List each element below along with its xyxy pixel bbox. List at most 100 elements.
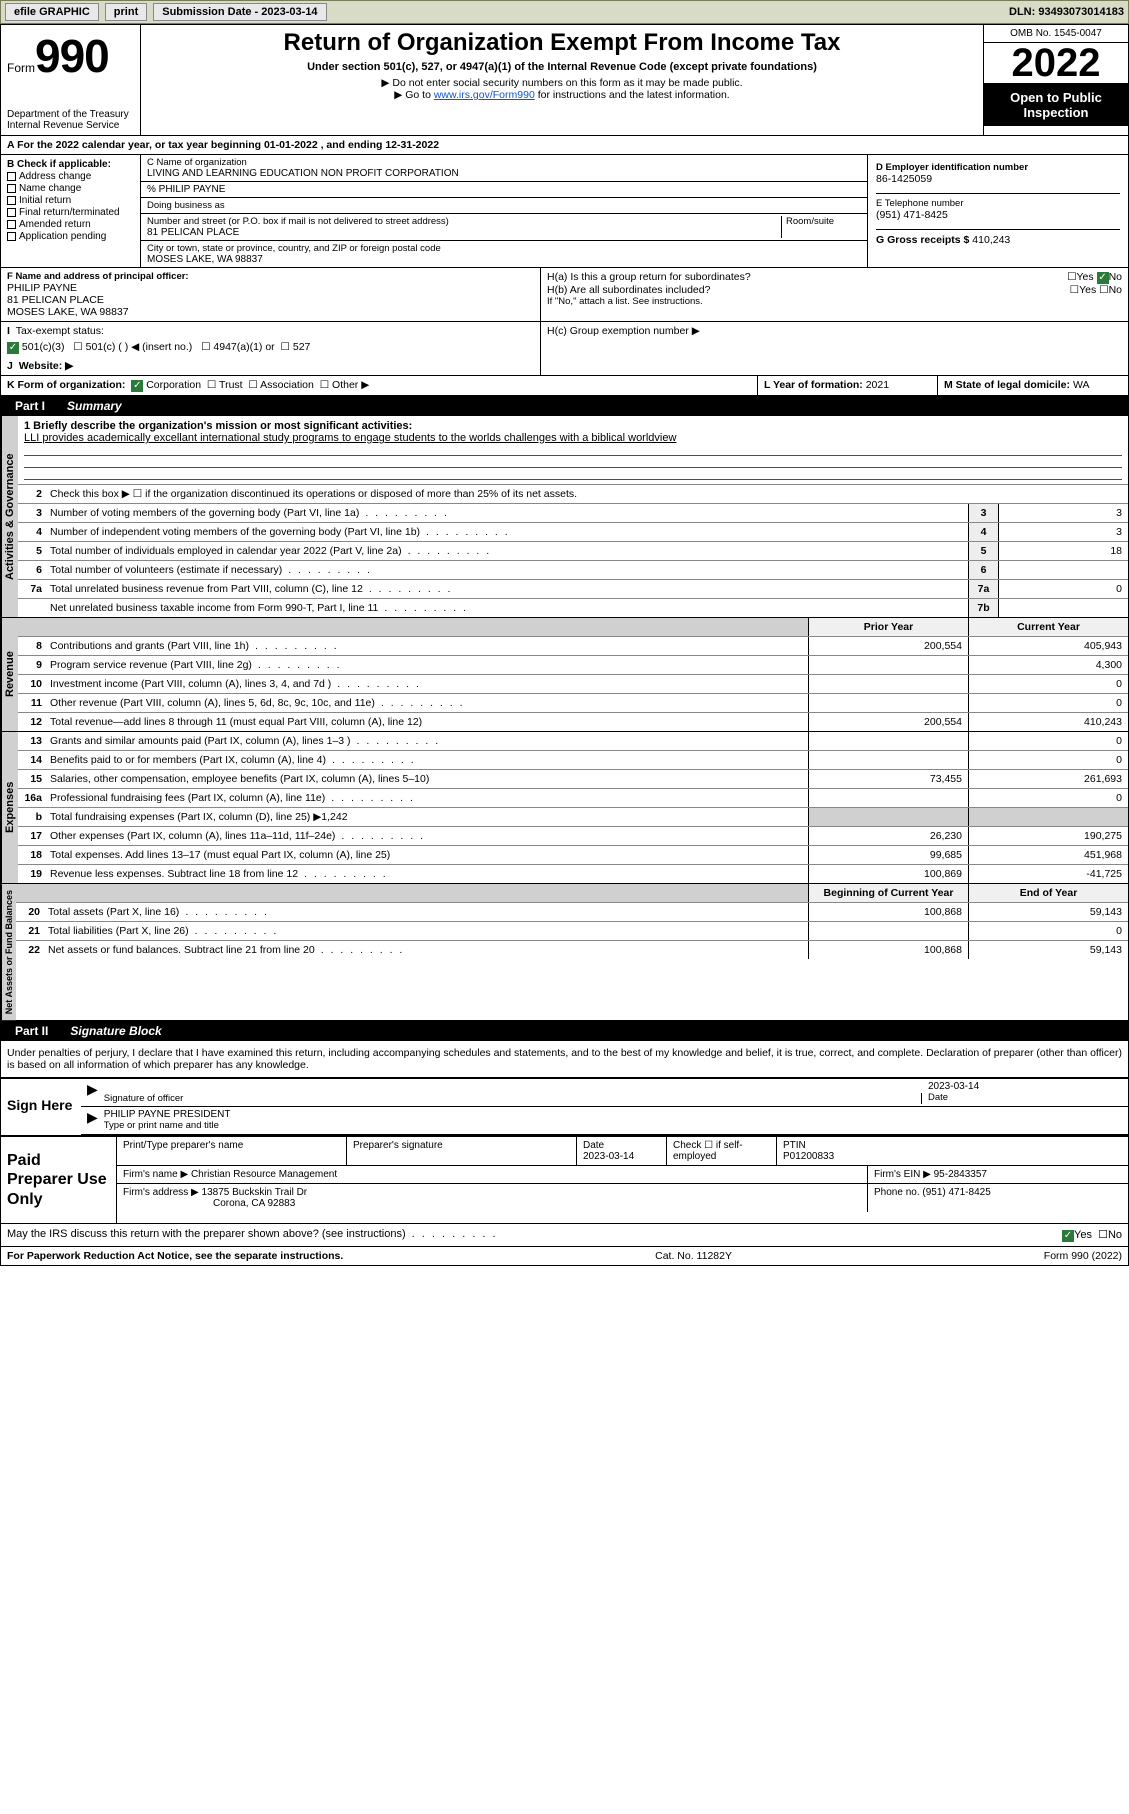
field-f-officer: F Name and address of principal officer:… <box>1 268 541 321</box>
ln16a-prior <box>808 789 968 807</box>
g-value: 410,243 <box>972 234 1010 246</box>
line-16a: 16a Professional fundraising fees (Part … <box>18 789 1128 808</box>
prep-hdr-row: Print/Type preparer's name Preparer's si… <box>117 1137 1128 1166</box>
chk-label: Application pending <box>19 231 106 242</box>
firm-phone-cell: Phone no. (951) 471-8425 <box>868 1184 1128 1212</box>
l1-label: 1 Briefly describe the organization's mi… <box>24 420 1122 432</box>
form-990-big: 990 <box>35 30 109 82</box>
print-button[interactable]: print <box>105 3 147 21</box>
chk-address-change[interactable]: Address change <box>7 171 134 182</box>
ln16b-curr <box>968 808 1128 826</box>
chk-application-pending[interactable]: Application pending <box>7 231 134 242</box>
f-name: PHILIP PAYNE <box>7 282 534 294</box>
note-ssn: ▶ Do not enter social security numbers o… <box>147 77 977 89</box>
field-dba: Doing business as <box>141 198 867 214</box>
vlabel-expenses: Expenses <box>1 732 18 883</box>
field-care-of: % PHILIP PAYNE <box>141 182 867 198</box>
opt-501c3: 501(c)(3) <box>22 341 65 353</box>
ln5-num: 5 <box>18 542 46 560</box>
dba-label: Doing business as <box>147 200 861 211</box>
ln3-num: 3 <box>18 504 46 522</box>
ln18-txt: Total expenses. Add lines 13–17 (must eq… <box>46 846 808 864</box>
h-c-label: H(c) Group exemption number ▶ <box>547 325 1122 337</box>
field-street: Number and street (or P.O. box if mail i… <box>141 214 867 241</box>
part-i-header: Part I Summary <box>1 396 1128 416</box>
checkbox-icon <box>7 196 16 205</box>
goto-post: for instructions and the latest informat… <box>535 89 730 101</box>
ln7a-val: 0 <box>998 580 1128 598</box>
may-discuss-row: May the IRS discuss this return with the… <box>1 1223 1128 1246</box>
paid-preparer-label: Paid Preparer Use Only <box>1 1137 116 1223</box>
goto-pre: ▶ Go to <box>394 89 434 101</box>
sig-date-col: 2023-03-14 Date <box>922 1081 1122 1104</box>
line-6: 6 Total number of volunteers (estimate i… <box>18 561 1128 580</box>
footer-right: Form 990 (2022) <box>1044 1250 1122 1262</box>
ln12-txt: Total revenue—add lines 8 through 11 (mu… <box>46 713 808 731</box>
field-m-state: M State of legal domicile: WA <box>938 376 1128 395</box>
ln17-curr: 190,275 <box>968 827 1128 845</box>
ln3-txt: Number of voting members of the governin… <box>46 504 968 522</box>
may-discuss-label: May the IRS discuss this return with the… <box>7 1228 498 1242</box>
ln7b-sm: 7b <box>968 599 998 617</box>
chk-amended-return[interactable]: Amended return <box>7 219 134 230</box>
prep-selfemp: Check ☐ if self-employed <box>667 1137 777 1165</box>
street-label: Number and street (or P.O. box if mail i… <box>147 216 781 227</box>
checkbox-icon <box>7 208 16 217</box>
prep-date-hdr: Date 2023-03-14 <box>577 1137 667 1165</box>
form-number: Form990 <box>7 29 134 83</box>
ln14-txt: Benefits paid to or for members (Part IX… <box>46 751 808 769</box>
field-city: City or town, state or province, country… <box>141 241 867 267</box>
footer-left: For Paperwork Reduction Act Notice, see … <box>7 1250 343 1262</box>
chk-initial-return[interactable]: Initial return <box>7 195 134 206</box>
c-right-fields: D Employer identification number 86-1425… <box>868 155 1128 267</box>
submission-date-value: 2023-03-14 <box>261 6 317 18</box>
opt-527: 527 <box>293 341 311 353</box>
chk-final-return[interactable]: Final return/terminated <box>7 207 134 218</box>
open-public-inspection: Open to Public Inspection <box>984 84 1128 126</box>
ln15-num: 15 <box>18 770 46 788</box>
ln5-txt: Total number of individuals employed in … <box>46 542 968 560</box>
prep-ptin: PTIN P01200833 <box>777 1137 1128 1165</box>
line-3: 3 Number of voting members of the govern… <box>18 504 1128 523</box>
ln8-txt: Contributions and grants (Part VIII, lin… <box>46 637 808 655</box>
ln21-num: 21 <box>16 922 44 940</box>
ln20-num: 20 <box>16 903 44 921</box>
sig-officer-row: ▶ Signature of officer 2023-03-14 Date <box>81 1079 1128 1107</box>
ln16b-pre: Total fundraising expenses (Part IX, col… <box>50 811 321 823</box>
ln6-val <box>998 561 1128 579</box>
ln6-txt: Total number of volunteers (estimate if … <box>46 561 968 579</box>
line-12: 12 Total revenue—add lines 8 through 11 … <box>18 713 1128 731</box>
line-16b: b Total fundraising expenses (Part IX, c… <box>18 808 1128 827</box>
paid-preparer-block: Paid Preparer Use Only Print/Type prepar… <box>1 1135 1128 1223</box>
i-row: I Tax-exempt status: <box>7 325 534 337</box>
j-label: Website: ▶ <box>19 360 74 372</box>
h-a-label: H(a) Is this a group return for subordin… <box>547 271 751 284</box>
dln-value: 93493073014183 <box>1038 6 1124 18</box>
ln19-txt: Revenue less expenses. Subtract line 18 … <box>46 865 808 883</box>
begin-year-hdr: Beginning of Current Year <box>808 884 968 902</box>
chk-label: Amended return <box>19 219 91 230</box>
efile-graphic-button[interactable]: efile GRAPHIC <box>5 3 99 21</box>
chk-label: Final return/terminated <box>19 207 120 218</box>
ln7a-num: 7a <box>18 580 46 598</box>
sign-here-right: ▶ Signature of officer 2023-03-14 Date ▶… <box>81 1079 1128 1135</box>
ln8-num: 8 <box>18 637 46 655</box>
sig-name-title: PHILIP PAYNE PRESIDENT <box>104 1109 1122 1120</box>
ln9-prior <box>808 656 968 674</box>
irs-link[interactable]: www.irs.gov/Form990 <box>434 89 535 101</box>
submission-date-field: Submission Date - 2023-03-14 <box>153 3 326 21</box>
city-label: City or town, state or province, country… <box>147 243 861 254</box>
row-ij-hc: I Tax-exempt status: ✓ 501(c)(3) ☐ 501(c… <box>1 322 1128 376</box>
ln19-num: 19 <box>18 865 46 883</box>
net-assets-body: Beginning of Current Year End of Year 20… <box>16 884 1128 1020</box>
c-name-value: LIVING AND LEARNING EDUCATION NON PROFIT… <box>147 168 861 179</box>
form-990-page: Form990 Department of the Treasury Inter… <box>0 24 1129 1266</box>
ln10-num: 10 <box>18 675 46 693</box>
chk-name-change[interactable]: Name change <box>7 183 134 194</box>
ln22-curr: 59,143 <box>968 941 1128 959</box>
firm-name-label: Firm's name ▶ <box>123 1169 191 1180</box>
line-22: 22 Net assets or fund balances. Subtract… <box>16 941 1128 959</box>
sig-name-row: ▶ PHILIP PAYNE PRESIDENT Type or print n… <box>81 1107 1128 1135</box>
ln3-val: 3 <box>998 504 1128 522</box>
part-ii-header: Part II Signature Block <box>1 1021 1128 1041</box>
